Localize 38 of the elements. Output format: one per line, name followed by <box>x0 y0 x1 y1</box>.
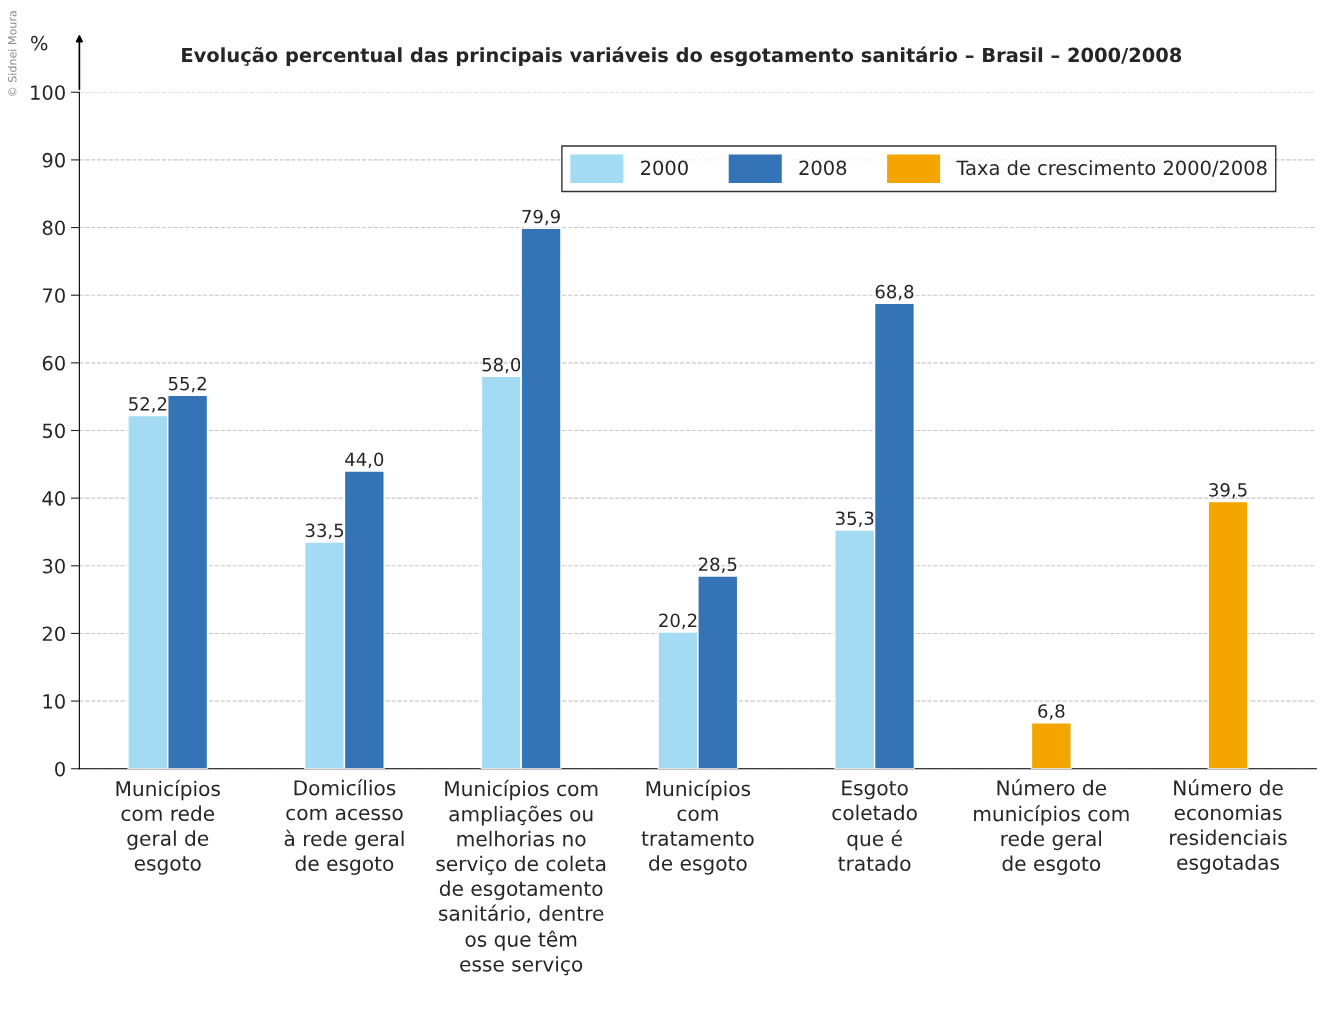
x-tick-label: Número de economias residenciais esgotadas <box>1170 779 1287 874</box>
data-label: 55,2 <box>168 376 206 393</box>
x-tick-label: Municípios com ampliações ou melhorias no serviço de coleta de esgotamento sanitário, dentre os que têm esse serviço <box>436 779 606 976</box>
data-label: 44,0 <box>345 452 384 469</box>
bar <box>1030 722 1072 769</box>
y-tick-label: 30 <box>42 558 65 574</box>
x-tick-label: Municípios com rede geral de esgoto <box>116 779 220 875</box>
y-tick-label: 10 <box>43 694 65 709</box>
y-axis-title: % <box>31 35 48 51</box>
y-tick-label: 70 <box>43 288 65 303</box>
x-tick-label: Esgoto coletado que é tratado <box>832 780 917 872</box>
y-tick-label: 80 <box>42 220 65 236</box>
y-tick-label: 0 <box>55 761 65 777</box>
bar <box>1207 500 1249 769</box>
y-tick-label: 100 <box>31 85 65 100</box>
x-tick-label: Número de municípios com rede geral de esgoto <box>974 779 1129 875</box>
x-tick-label: Domicílios com acesso à rede geral de esgoto <box>284 779 404 875</box>
y-tick-label: 50 <box>42 423 65 439</box>
data-label: 20,2 <box>659 613 697 630</box>
legend-label: Taxa de crescimento 2000/2008 <box>956 160 1267 177</box>
data-label: 68,8 <box>875 284 914 301</box>
data-label: 33,5 <box>305 523 344 540</box>
legend-label: 2008 <box>799 160 847 176</box>
data-label: 58,0 <box>482 357 521 374</box>
data-label: 28,5 <box>698 557 737 573</box>
data-label: 39,5 <box>1209 482 1247 499</box>
data-label: 35,3 <box>835 511 874 527</box>
text: © Sidnei Moura <box>7 11 17 96</box>
y-tick-label: 40 <box>42 491 65 506</box>
data-label: 6,8 <box>1038 704 1065 720</box>
legend-label: 2000 <box>641 160 688 176</box>
y-tick-label: 60 <box>42 355 65 371</box>
data-label: 52,2 <box>129 397 167 413</box>
x-tick-label: Municípios com tratamento de esgoto <box>641 779 754 875</box>
y-tick-label: 90 <box>42 152 65 168</box>
chart-title: Evolução percentual das principais variáveis do esgotamento sanitário – Brasil – 2000/2008 <box>182 46 1182 67</box>
data-label: 79,9 <box>522 209 560 226</box>
y-tick-label: 20 <box>42 626 65 642</box>
